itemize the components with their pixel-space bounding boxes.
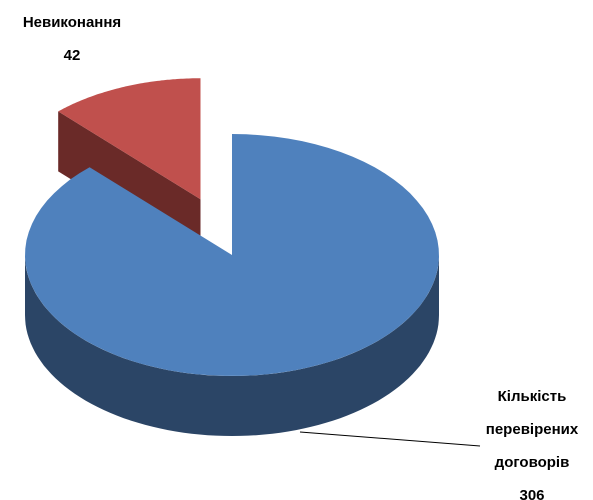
label-0: Кількість перевірених договорів 306	[473, 380, 591, 500]
value-label: 42	[63, 47, 81, 64]
slice	[25, 134, 439, 376]
slice	[58, 78, 201, 200]
leader-line	[299, 431, 481, 447]
slice-side	[25, 255, 439, 436]
category-label: Невиконання	[22, 14, 122, 31]
value-label: 306	[519, 487, 545, 500]
label-1: Невиконання 42	[12, 6, 132, 72]
category-label: Кількість перевірених договорів	[485, 388, 579, 471]
